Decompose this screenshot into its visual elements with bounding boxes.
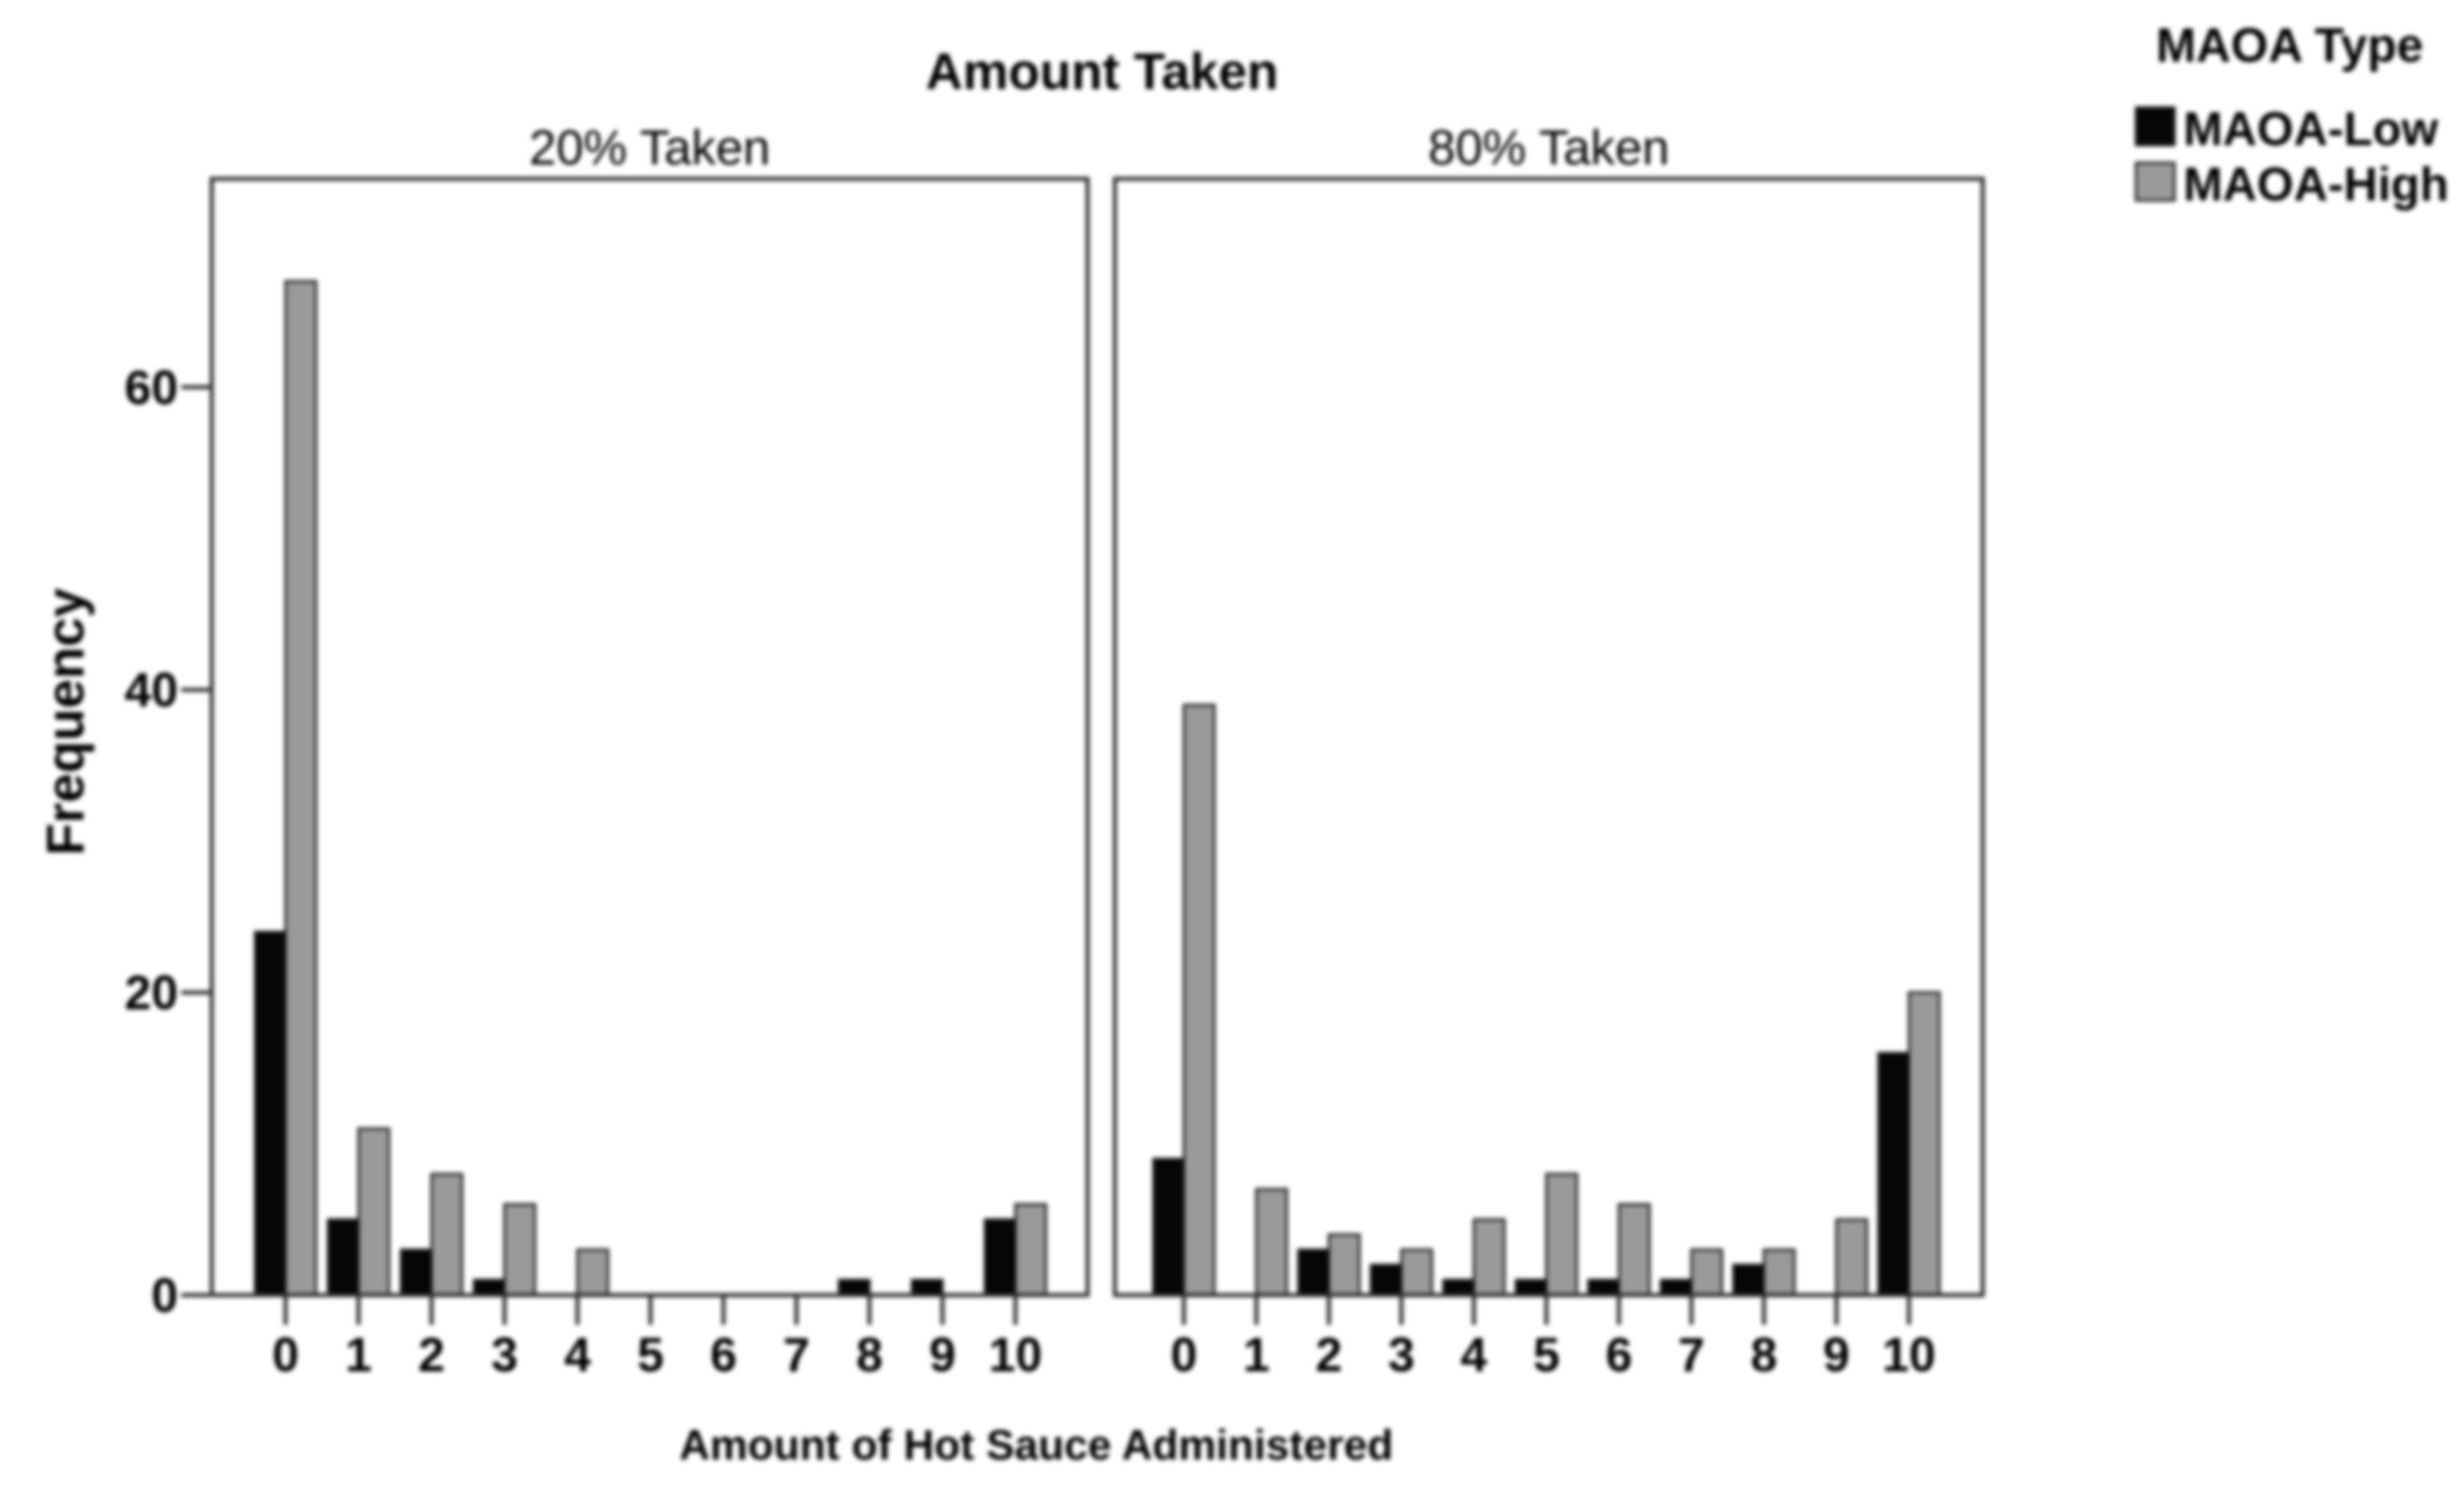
svg-text:Amount of Hot Sauce Administer: Amount of Hot Sauce Administered: [679, 1422, 1393, 1469]
svg-text:0: 0: [1170, 1328, 1197, 1382]
svg-text:2: 2: [1315, 1328, 1342, 1382]
svg-text:1: 1: [345, 1328, 371, 1382]
svg-text:4: 4: [1461, 1328, 1488, 1382]
svg-text:8: 8: [856, 1328, 882, 1382]
svg-text:20% Taken: 20% Taken: [529, 120, 771, 175]
svg-text:6: 6: [1606, 1328, 1632, 1382]
svg-text:60: 60: [124, 361, 178, 415]
svg-text:20: 20: [124, 966, 178, 1020]
svg-text:MAOA-Low: MAOA-Low: [2183, 103, 2438, 156]
svg-text:Frequency: Frequency: [35, 588, 95, 856]
svg-text:9: 9: [929, 1328, 955, 1382]
svg-text:MAOA-High: MAOA-High: [2183, 158, 2449, 211]
svg-text:9: 9: [1823, 1328, 1850, 1382]
svg-text:3: 3: [491, 1328, 517, 1382]
svg-text:7: 7: [783, 1328, 809, 1382]
svg-text:8: 8: [1751, 1328, 1777, 1382]
svg-text:1: 1: [1243, 1328, 1270, 1382]
svg-text:0: 0: [152, 1269, 178, 1322]
svg-text:3: 3: [1388, 1328, 1415, 1382]
svg-text:80% Taken: 80% Taken: [1429, 120, 1670, 175]
svg-text:2: 2: [418, 1328, 444, 1382]
svg-text:40: 40: [124, 663, 178, 717]
svg-text:6: 6: [710, 1328, 736, 1382]
svg-text:4: 4: [564, 1328, 591, 1382]
svg-text:10: 10: [989, 1328, 1043, 1382]
svg-text:MAOA Type: MAOA Type: [2156, 18, 2423, 72]
svg-text:Amount Taken: Amount Taken: [926, 43, 1279, 100]
svg-text:10: 10: [1882, 1328, 1936, 1382]
svg-text:5: 5: [637, 1328, 663, 1382]
svg-text:0: 0: [272, 1328, 298, 1382]
svg-text:5: 5: [1533, 1328, 1559, 1382]
svg-text:7: 7: [1678, 1328, 1704, 1382]
